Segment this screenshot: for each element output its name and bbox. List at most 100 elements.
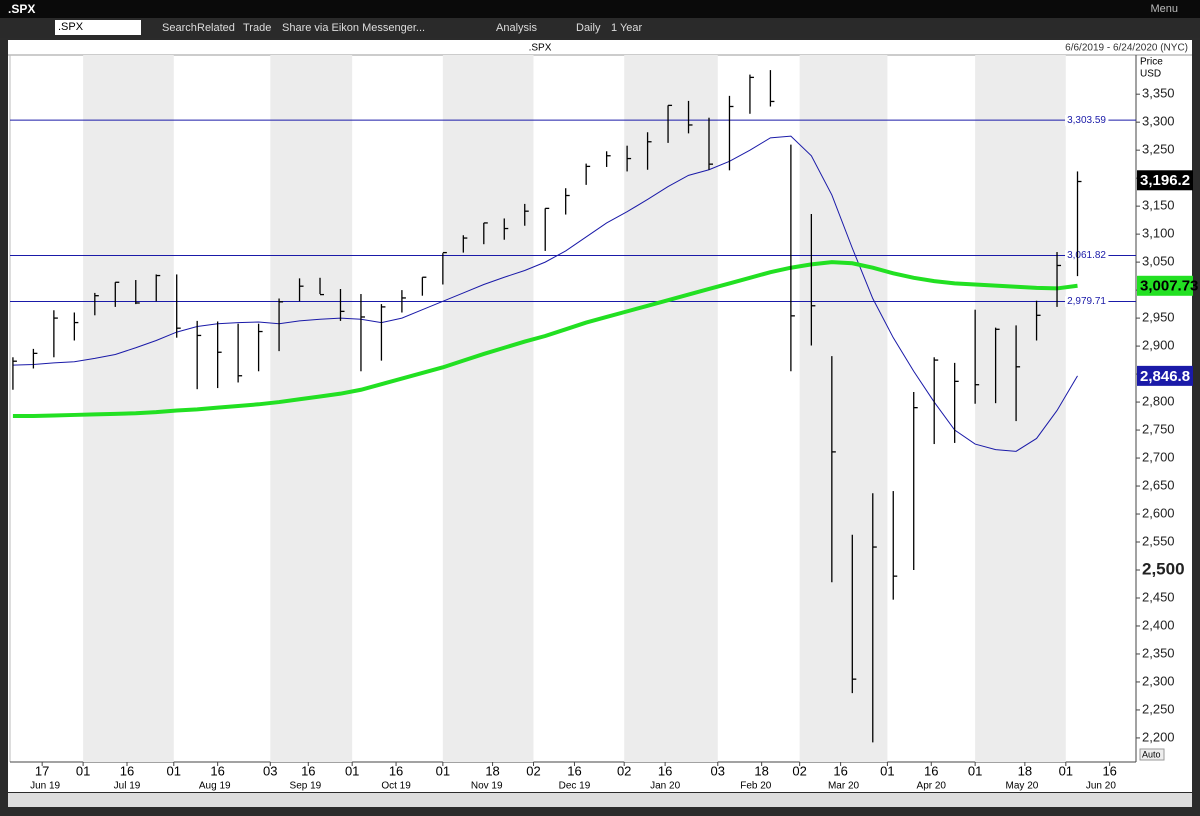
x-tick-label: 17 bbox=[35, 763, 49, 778]
auto-button[interactable] bbox=[1139, 748, 1165, 761]
price-line-label: 3,303.59 bbox=[1067, 115, 1106, 126]
moving-average bbox=[12, 260, 1078, 419]
value-badge-label: 3,007.73 bbox=[1140, 278, 1198, 295]
x-tick-label: 16 bbox=[301, 763, 315, 778]
x-tick-label: 18 bbox=[485, 763, 499, 778]
x-tick-label: 01 bbox=[436, 763, 450, 778]
y-tick-label: 2,550 bbox=[1142, 533, 1175, 548]
month-band bbox=[270, 55, 353, 762]
x-tick-label: 16 bbox=[389, 763, 403, 778]
month-label: Feb 20 bbox=[740, 781, 772, 792]
x-tick-label: 01 bbox=[345, 763, 359, 778]
price-line-label-bg bbox=[1065, 250, 1109, 262]
month-band bbox=[624, 55, 718, 762]
trade-button[interactable]: Trade bbox=[243, 22, 272, 34]
x-tick-label: 16 bbox=[924, 763, 938, 778]
y-tick-label: 2,250 bbox=[1142, 701, 1175, 716]
price-line-label-bg bbox=[1065, 114, 1109, 126]
price-line-label-bg bbox=[1065, 296, 1109, 308]
x-tick-label: 01 bbox=[880, 763, 894, 778]
y-tick-label: 2,750 bbox=[1142, 421, 1175, 436]
x-tick-label: 03 bbox=[711, 763, 725, 778]
x-tick-label: 02 bbox=[617, 763, 631, 778]
y-tick-label: 2,950 bbox=[1142, 310, 1175, 325]
month-band bbox=[799, 55, 888, 762]
y-tick-label: 3,250 bbox=[1142, 142, 1175, 157]
month-label: Jan 20 bbox=[650, 781, 680, 792]
y-tick-label: 3,100 bbox=[1142, 226, 1175, 241]
month-label: Jun 20 bbox=[1086, 781, 1116, 792]
x-tick-label: 01 bbox=[1059, 763, 1073, 778]
x-tick-label: 03 bbox=[263, 763, 277, 778]
x-tick-label: 16 bbox=[658, 763, 672, 778]
x-tick-label: 16 bbox=[1102, 763, 1116, 778]
y-tick-label: 2,350 bbox=[1142, 645, 1175, 660]
x-tick-label: 01 bbox=[76, 763, 90, 778]
price-line-label: 3,061.82 bbox=[1067, 250, 1106, 261]
month-shading bbox=[83, 55, 1066, 762]
value-badge-label: 3,196.2 bbox=[1140, 172, 1190, 189]
y-tick-label: 2,600 bbox=[1142, 505, 1175, 520]
month-band bbox=[83, 55, 174, 762]
x-tick-label: 18 bbox=[754, 763, 768, 778]
month-label: May 20 bbox=[1006, 781, 1039, 792]
y-tick-label: 2,400 bbox=[1142, 617, 1175, 632]
y-tick-label: 2,300 bbox=[1142, 673, 1175, 688]
month-label: Apr 20 bbox=[917, 781, 947, 792]
month-band bbox=[442, 55, 534, 762]
toolbar: .SPX Search Related Trade Share via Eiko… bbox=[0, 18, 1200, 38]
y-tick-label: 2,700 bbox=[1142, 449, 1175, 464]
month-label: Aug 19 bbox=[199, 781, 231, 792]
x-tick-label: 01 bbox=[968, 763, 982, 778]
month-label: Oct 19 bbox=[381, 781, 411, 792]
y-tick-label: 3,050 bbox=[1142, 254, 1175, 269]
y-axis-label: Price bbox=[1140, 57, 1163, 68]
x-tick-label: 02 bbox=[526, 763, 540, 778]
month-label: Sep 19 bbox=[290, 781, 322, 792]
value-badge bbox=[1137, 275, 1193, 296]
x-tick-label: 16 bbox=[210, 763, 224, 778]
symbol-input[interactable]: .SPX bbox=[55, 20, 141, 35]
x-tick-label: 16 bbox=[120, 763, 134, 778]
month-label: Jun 19 bbox=[30, 781, 60, 792]
chart-title: .SPX bbox=[529, 43, 552, 54]
value-badge-label: 2,846.8 bbox=[1140, 368, 1190, 385]
interval-button[interactable]: Daily bbox=[576, 22, 601, 34]
y-axis-unit: USD bbox=[1140, 69, 1161, 80]
x-tick-label: 16 bbox=[833, 763, 847, 778]
price-line-label: 2,979.71 bbox=[1067, 296, 1106, 307]
x-tick-label: 18 bbox=[1018, 763, 1032, 778]
menu[interactable]: Menu bbox=[1150, 3, 1178, 15]
y-tick-label: 2,500 bbox=[1142, 559, 1185, 578]
share-button[interactable]: Share via Eikon Messenger... bbox=[282, 22, 426, 34]
related-button[interactable]: Related bbox=[197, 22, 235, 34]
x-tick-label: 16 bbox=[567, 763, 581, 778]
month-label: Nov 19 bbox=[471, 781, 503, 792]
analysis-button[interactable]: Analysis bbox=[496, 22, 537, 34]
month-label: Mar 20 bbox=[828, 781, 860, 792]
auto-label: Auto bbox=[1142, 749, 1161, 759]
period-button[interactable]: 1 Year bbox=[611, 22, 643, 34]
month-label: Dec 19 bbox=[559, 781, 591, 792]
y-tick-label: 2,200 bbox=[1142, 729, 1175, 744]
y-tick-label: 2,900 bbox=[1142, 338, 1175, 353]
y-tick-label: 2,450 bbox=[1142, 589, 1175, 604]
moving-average bbox=[12, 135, 1078, 452]
month-band bbox=[975, 55, 1066, 762]
value-badge bbox=[1137, 170, 1193, 191]
y-tick-label: 3,300 bbox=[1142, 114, 1175, 129]
y-tick-label: 2,800 bbox=[1142, 394, 1175, 409]
title-bar: .SPX Menu bbox=[0, 0, 1200, 18]
search-button[interactable]: Search bbox=[162, 22, 197, 34]
window-title: .SPX bbox=[8, 2, 36, 16]
y-tick-label: 2,650 bbox=[1142, 477, 1175, 492]
y-tick-label: 3,150 bbox=[1142, 198, 1175, 213]
month-label: Jul 19 bbox=[114, 781, 141, 792]
chart: .SPX 6/6/2019 - 6/24/2020 (NYC) Price US… bbox=[0, 38, 1200, 816]
x-tick-label: 02 bbox=[792, 763, 806, 778]
scrollbar[interactable] bbox=[8, 793, 1192, 807]
value-badge bbox=[1137, 365, 1193, 386]
y-tick-label: 3,350 bbox=[1142, 86, 1175, 101]
chart-subtitle: 6/6/2019 - 6/24/2020 (NYC) bbox=[1065, 43, 1188, 54]
